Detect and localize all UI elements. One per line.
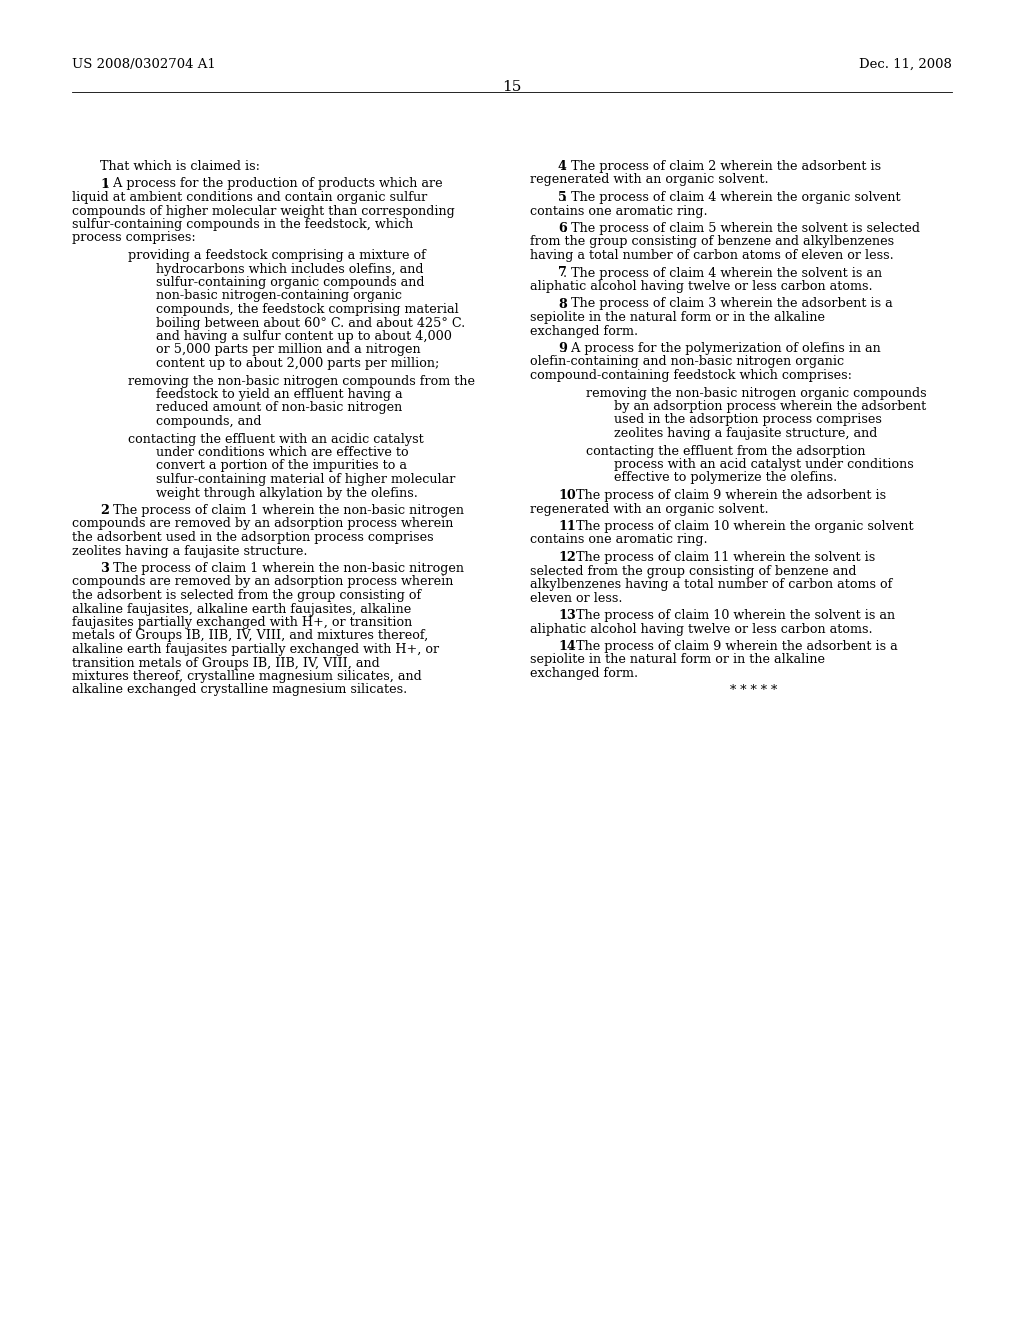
Text: . The process of claim 9 wherein the adsorbent is: . The process of claim 9 wherein the ads… [567,488,886,502]
Text: from the group consisting of benzene and alkylbenzenes: from the group consisting of benzene and… [530,235,894,248]
Text: 7: 7 [558,267,567,280]
Text: olefin-containing and non-basic nitrogen organic: olefin-containing and non-basic nitrogen… [530,355,844,368]
Text: zeolites having a faujasite structure.: zeolites having a faujasite structure. [72,544,307,557]
Text: 5: 5 [558,191,566,205]
Text: transition metals of Groups IB, IIB, IV, VIII, and: transition metals of Groups IB, IIB, IV,… [72,656,380,669]
Text: compounds are removed by an adsorption process wherein: compounds are removed by an adsorption p… [72,517,454,531]
Text: aliphatic alcohol having twelve or less carbon atoms.: aliphatic alcohol having twelve or less … [530,623,872,635]
Text: . The process of claim 10 wherein the organic solvent: . The process of claim 10 wherein the or… [567,520,913,533]
Text: process with an acid catalyst under conditions: process with an acid catalyst under cond… [614,458,913,471]
Text: 15: 15 [503,81,521,94]
Text: removing the non-basic nitrogen organic compounds: removing the non-basic nitrogen organic … [586,387,927,400]
Text: effective to polymerize the olefins.: effective to polymerize the olefins. [614,471,838,484]
Text: . The process of claim 1 wherein the non-basic nitrogen: . The process of claim 1 wherein the non… [104,562,464,576]
Text: 1: 1 [100,177,109,190]
Text: content up to about 2,000 parts per million;: content up to about 2,000 parts per mill… [156,356,439,370]
Text: . The process of claim 4 wherein the solvent is an: . The process of claim 4 wherein the sol… [563,267,882,280]
Text: zeolites having a faujasite structure, and: zeolites having a faujasite structure, a… [614,426,878,440]
Text: . A process for the production of products which are: . A process for the production of produc… [104,177,442,190]
Text: 3: 3 [100,562,109,576]
Text: used in the adsorption process comprises: used in the adsorption process comprises [614,413,882,426]
Text: regenerated with an organic solvent.: regenerated with an organic solvent. [530,173,769,186]
Text: metals of Groups IB, IIB, IV, VIII, and mixtures thereof,: metals of Groups IB, IIB, IV, VIII, and … [72,630,428,643]
Text: by an adsorption process wherein the adsorbent: by an adsorption process wherein the ads… [614,400,927,413]
Text: 13: 13 [558,609,575,622]
Text: having a total number of carbon atoms of eleven or less.: having a total number of carbon atoms of… [530,249,894,261]
Text: and having a sulfur content up to about 4,000: and having a sulfur content up to about … [156,330,452,343]
Text: process comprises:: process comprises: [72,231,196,244]
Text: . A process for the polymerization of olefins in an: . A process for the polymerization of ol… [563,342,881,355]
Text: contacting the effluent with an acidic catalyst: contacting the effluent with an acidic c… [128,433,424,446]
Text: sepiolite in the natural form or in the alkaline: sepiolite in the natural form or in the … [530,312,825,323]
Text: 10: 10 [558,488,575,502]
Text: non-basic nitrogen-containing organic: non-basic nitrogen-containing organic [156,289,402,302]
Text: or 5,000 parts per million and a nitrogen: or 5,000 parts per million and a nitroge… [156,343,421,356]
Text: 12: 12 [558,550,575,564]
Text: sulfur-containing organic compounds and: sulfur-containing organic compounds and [156,276,425,289]
Text: 8: 8 [558,297,566,310]
Text: contains one aromatic ring.: contains one aromatic ring. [530,205,708,218]
Text: . The process of claim 9 wherein the adsorbent is a: . The process of claim 9 wherein the ads… [567,640,897,653]
Text: selected from the group consisting of benzene and: selected from the group consisting of be… [530,565,856,578]
Text: liquid at ambient conditions and contain organic sulfur: liquid at ambient conditions and contain… [72,191,427,205]
Text: convert a portion of the impurities to a: convert a portion of the impurities to a [156,459,407,473]
Text: exchanged form.: exchanged form. [530,667,638,680]
Text: . The process of claim 5 wherein the solvent is selected: . The process of claim 5 wherein the sol… [563,222,920,235]
Text: . The process of claim 2 wherein the adsorbent is: . The process of claim 2 wherein the ads… [563,160,881,173]
Text: 9: 9 [558,342,567,355]
Text: . The process of claim 10 wherein the solvent is an: . The process of claim 10 wherein the so… [567,609,895,622]
Text: reduced amount of non-basic nitrogen: reduced amount of non-basic nitrogen [156,401,402,414]
Text: feedstock to yield an effluent having a: feedstock to yield an effluent having a [156,388,402,401]
Text: . The process of claim 3 wherein the adsorbent is a: . The process of claim 3 wherein the ads… [563,297,893,310]
Text: the adsorbent used in the adsorption process comprises: the adsorbent used in the adsorption pro… [72,531,433,544]
Text: regenerated with an organic solvent.: regenerated with an organic solvent. [530,503,769,516]
Text: under conditions which are effective to: under conditions which are effective to [156,446,409,459]
Text: mixtures thereof, crystalline magnesium silicates, and: mixtures thereof, crystalline magnesium … [72,671,422,682]
Text: weight through alkylation by the olefins.: weight through alkylation by the olefins… [156,487,418,499]
Text: compounds of higher molecular weight than corresponding: compounds of higher molecular weight tha… [72,205,455,218]
Text: the adsorbent is selected from the group consisting of: the adsorbent is selected from the group… [72,589,421,602]
Text: 2: 2 [100,504,109,517]
Text: sulfur-containing compounds in the feedstock, which: sulfur-containing compounds in the feeds… [72,218,414,231]
Text: compound-containing feedstock which comprises:: compound-containing feedstock which comp… [530,370,852,381]
Text: That which is claimed is:: That which is claimed is: [100,160,260,173]
Text: 11: 11 [558,520,575,533]
Text: 4: 4 [558,160,567,173]
Text: alkaline exchanged crystalline magnesium silicates.: alkaline exchanged crystalline magnesium… [72,684,408,697]
Text: US 2008/0302704 A1: US 2008/0302704 A1 [72,58,216,71]
Text: providing a feedstock comprising a mixture of: providing a feedstock comprising a mixtu… [128,249,426,261]
Text: sepiolite in the natural form or in the alkaline: sepiolite in the natural form or in the … [530,653,825,667]
Text: . The process of claim 11 wherein the solvent is: . The process of claim 11 wherein the so… [567,550,874,564]
Text: removing the non-basic nitrogen compounds from the: removing the non-basic nitrogen compound… [128,375,475,388]
Text: exchanged form.: exchanged form. [530,325,638,338]
Text: aliphatic alcohol having twelve or less carbon atoms.: aliphatic alcohol having twelve or less … [530,280,872,293]
Text: 14: 14 [558,640,575,653]
Text: . The process of claim 4 wherein the organic solvent: . The process of claim 4 wherein the org… [563,191,900,205]
Text: compounds, the feedstock comprising material: compounds, the feedstock comprising mate… [156,304,459,315]
Text: contacting the effluent from the adsorption: contacting the effluent from the adsorpt… [586,445,865,458]
Text: hydrocarbons which includes olefins, and: hydrocarbons which includes olefins, and [156,263,424,276]
Text: contains one aromatic ring.: contains one aromatic ring. [530,533,708,546]
Text: compounds, and: compounds, and [156,414,261,428]
Text: Dec. 11, 2008: Dec. 11, 2008 [859,58,952,71]
Text: alkaline faujasites, alkaline earth faujasites, alkaline: alkaline faujasites, alkaline earth fauj… [72,602,412,615]
Text: eleven or less.: eleven or less. [530,591,623,605]
Text: boiling between about 60° C. and about 425° C.: boiling between about 60° C. and about 4… [156,317,465,330]
Text: . The process of claim 1 wherein the non-basic nitrogen: . The process of claim 1 wherein the non… [104,504,464,517]
Text: alkylbenzenes having a total number of carbon atoms of: alkylbenzenes having a total number of c… [530,578,892,591]
Text: faujasites partially exchanged with H+, or transition: faujasites partially exchanged with H+, … [72,616,413,630]
Text: 6: 6 [558,222,566,235]
Text: sulfur-containing material of higher molecular: sulfur-containing material of higher mol… [156,473,456,486]
Text: alkaline earth faujasites partially exchanged with H+, or: alkaline earth faujasites partially exch… [72,643,439,656]
Text: compounds are removed by an adsorption process wherein: compounds are removed by an adsorption p… [72,576,454,589]
Text: * * * * *: * * * * * [730,685,777,697]
